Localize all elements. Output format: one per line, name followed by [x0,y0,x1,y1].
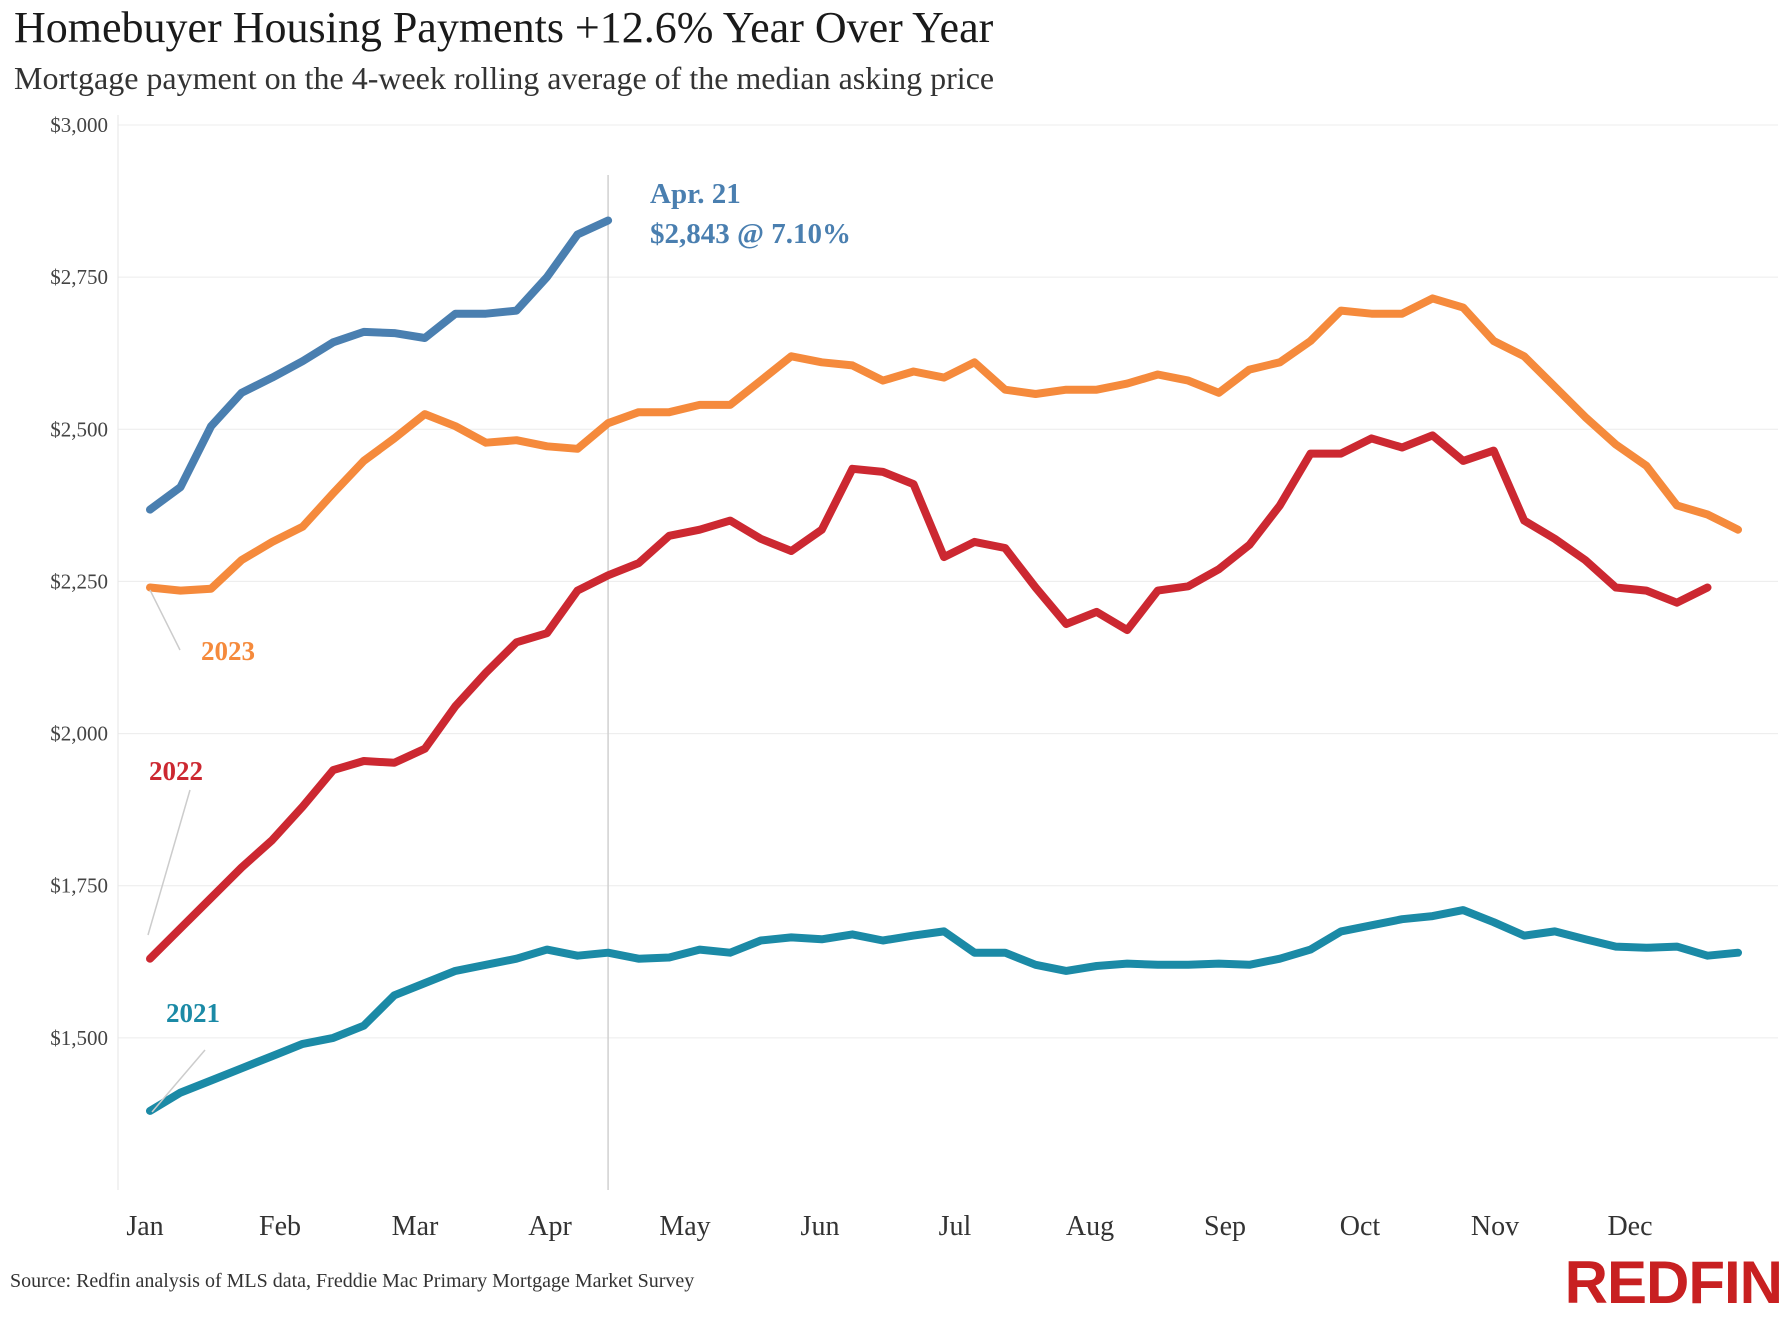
y-tick-label: $1,500 [50,1026,108,1050]
series-line-2021 [146,906,1742,1115]
chart-title: Homebuyer Housing Payments +12.6% Year O… [14,3,994,52]
x-tick-label: Oct [1340,1211,1381,1242]
x-tick-label: Jul [939,1211,972,1242]
x-tick-label: Jun [801,1211,840,1242]
axis-layer: $1,500 $1,750 $2,000 $2,250 $2,500 $2,750 $3,0… [50,113,1652,1242]
y-tick-label: $2,250 [50,569,108,593]
series-layer [146,216,1742,1115]
x-tick-label: Sep [1204,1211,1246,1242]
series-leader-line [151,1049,206,1113]
x-tick-label: Feb [259,1211,301,1242]
series-line-2022 [146,431,1712,963]
y-tick-label: $2,750 [50,265,108,289]
series-line-2024 [146,216,613,514]
series-label-2022: 2022 [149,756,203,786]
y-tick-label: $3,000 [50,113,108,137]
series-label-2021: 2021 [166,998,220,1028]
y-tick-label: $2,500 [50,417,108,441]
label-layer: 2023 2022 2021 Apr. 21 $2,843 @ 7.10% [147,178,851,1113]
chart-subtitle: Mortgage payment on the 4-week rolling a… [14,60,995,96]
x-tick-label: Jan [126,1211,163,1242]
series-leader-line [147,789,191,936]
source-note: Source: Redfin analysis of MLS data, Fre… [10,1270,695,1292]
x-tick-label: Aug [1066,1211,1114,1242]
y-tick-label: $2,000 [50,722,108,746]
series-leader-line [149,589,181,651]
annotation-value: $2,843 @ 7.10% [650,218,851,250]
redfin-logo: REDFIN [1564,1249,1783,1316]
x-tick-label: Dec [1607,1211,1652,1242]
series-label-2023: 2023 [201,636,255,666]
annotation-date: Apr. 21 [650,178,741,210]
x-tick-label: May [659,1211,710,1242]
x-tick-label: Apr [528,1211,572,1242]
grid-layer [117,115,1778,1190]
y-tick-label: $1,750 [50,874,108,898]
x-tick-label: Mar [392,1211,439,1242]
x-tick-label: Nov [1471,1211,1519,1242]
